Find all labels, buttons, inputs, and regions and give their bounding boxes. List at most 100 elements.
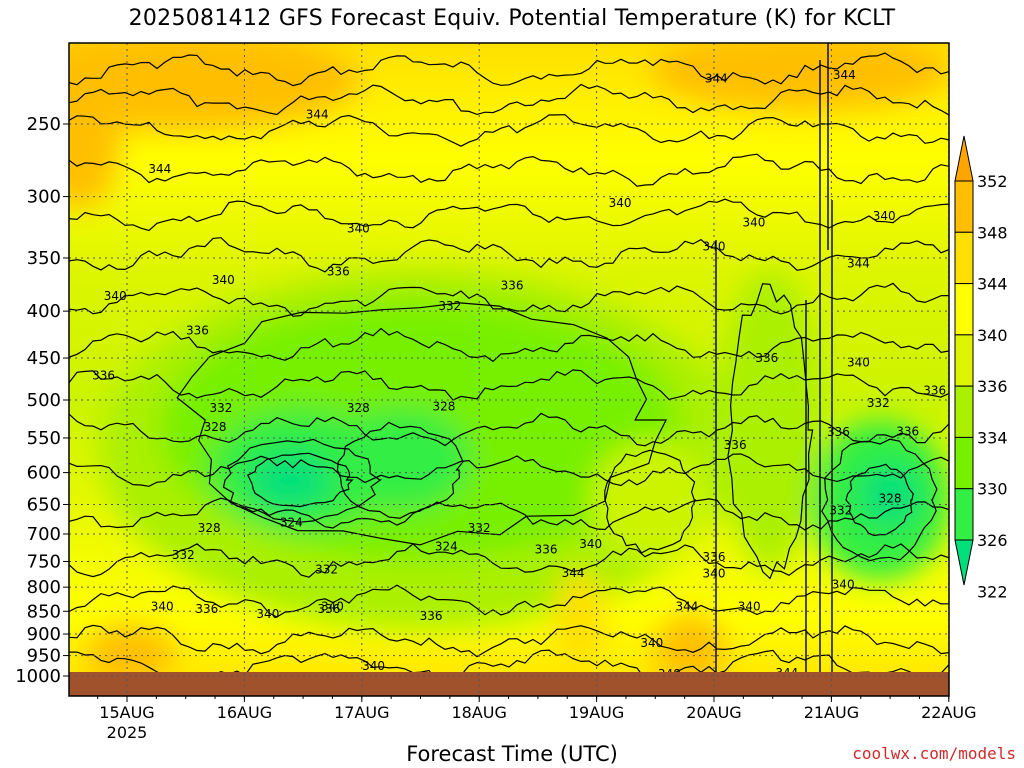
contour-line — [69, 282, 949, 317]
contour-label: 340 — [347, 221, 370, 235]
y-tick-label: 700 — [27, 524, 61, 545]
y-tick-label: 750 — [27, 551, 61, 572]
y-tick-label: 900 — [27, 624, 61, 645]
y-axis: 2503003504004505005506006507007508008509… — [15, 114, 69, 687]
contour-label: 340 — [609, 196, 632, 210]
contour-label: 336 — [703, 550, 726, 564]
contour-label: 344 — [705, 71, 728, 85]
y-tick-label: 600 — [27, 463, 61, 484]
credit-text: coolwx.com/models — [852, 744, 1016, 763]
contour-loop — [845, 463, 914, 537]
colorbar-cap-bottom — [954, 539, 974, 586]
contour-label: 336 — [501, 278, 524, 292]
x-tick-label: 21AUG — [804, 703, 859, 722]
contour-loop — [176, 302, 668, 546]
contour-label: 336 — [195, 602, 218, 616]
contour-label: 328 — [879, 491, 902, 505]
contour-label: 344 — [306, 107, 329, 121]
colorbar-swatch — [954, 488, 974, 541]
contour-label: 324 — [435, 539, 458, 553]
colorbar-swatch — [954, 231, 974, 285]
contour-label: 340 — [847, 355, 870, 369]
x-axis-label: Forecast Time (UTC) — [406, 742, 618, 766]
y-tick-label: 1000 — [15, 666, 61, 687]
y-tick-label: 250 — [27, 114, 61, 135]
contour-label: 344 — [676, 600, 699, 614]
contour-label: 332 — [172, 548, 195, 562]
x-tick-label: 16AUG — [217, 703, 272, 722]
contour-label: 340 — [873, 209, 896, 223]
x-tick-label: 15AUG — [99, 703, 154, 722]
x-tick-label: 22AUG — [921, 703, 976, 722]
contour-line — [69, 237, 949, 273]
contour-line — [69, 327, 949, 363]
contour-label: 344 — [148, 162, 171, 176]
contour-label: 332 — [438, 299, 461, 313]
y-tick-label: 850 — [27, 601, 61, 622]
contour-label: 332 — [315, 562, 338, 576]
contour-label: 340 — [212, 273, 235, 287]
contour-loop — [246, 452, 354, 508]
colorbar-label: 344 — [977, 275, 1008, 294]
colorbar-label: 322 — [977, 582, 1008, 601]
y-tick-label: 350 — [27, 248, 61, 269]
colorbar-swatch — [954, 283, 974, 336]
contour-loop — [727, 283, 814, 580]
contour-label: 344 — [847, 257, 870, 271]
y-tick-label: 500 — [27, 390, 61, 411]
contour-label: 328 — [433, 399, 456, 413]
colorbar-label: 334 — [977, 428, 1008, 447]
contour-label: 336 — [724, 438, 747, 452]
colorbar-label: 336 — [977, 377, 1008, 396]
x-tick-label: 18AUG — [451, 703, 506, 722]
contour-label: 344 — [833, 68, 856, 82]
contour-label: 340 — [151, 600, 174, 614]
contour-line — [69, 83, 949, 116]
colorbar-swatch — [954, 180, 974, 233]
y-tick-label: 800 — [27, 577, 61, 598]
contour-line — [69, 497, 949, 531]
contour-loop — [222, 438, 383, 523]
contour-label: 340 — [738, 600, 761, 614]
contour-label: 340 — [579, 537, 602, 551]
x-tick-label: 20AUG — [686, 703, 741, 722]
contour-loop — [336, 421, 464, 519]
contour-label: 340 — [832, 578, 855, 592]
contour-label: 344 — [562, 566, 585, 580]
heatmap-blobs — [69, 43, 949, 685]
contour-label: 328 — [198, 521, 221, 535]
contour-label: 332 — [829, 504, 852, 518]
contour-line — [69, 584, 949, 618]
contour-line — [69, 624, 949, 658]
contour-label: 340 — [321, 600, 344, 614]
contour-label: 340 — [104, 289, 127, 303]
y-tick-label: 300 — [27, 187, 61, 208]
contour-label: 328 — [347, 401, 370, 415]
chart-title: 2025081412 GFS Forecast Equiv. Potential… — [128, 6, 896, 31]
contour-line — [69, 198, 949, 232]
y-tick-label: 950 — [27, 646, 61, 667]
colorbar-label: 330 — [977, 480, 1008, 499]
y-tick-label: 550 — [27, 428, 61, 449]
contour-label: 336 — [420, 609, 443, 623]
colorbar-swatch — [954, 385, 974, 438]
contour-label: 336 — [896, 424, 919, 438]
contour-line — [69, 543, 949, 578]
contour-line — [69, 453, 949, 487]
contour-line — [69, 52, 949, 87]
contour-label: 340 — [640, 636, 663, 650]
contour-label: 340 — [703, 566, 726, 580]
contour-label: 336 — [535, 543, 558, 557]
y-tick-label: 450 — [27, 348, 61, 369]
colorbar: 352 348 344 340 336 334 330 326 322 — [954, 135, 1008, 601]
x-tick-label: 17AUG — [334, 703, 389, 722]
colorbar-swatch — [954, 334, 974, 387]
contour-label: 336 — [186, 324, 209, 338]
x-year-label: 2025 — [107, 723, 148, 742]
x-tick-label: 19AUG — [569, 703, 624, 722]
colorbar-label: 326 — [977, 531, 1008, 550]
colorbar-label: 340 — [977, 326, 1008, 345]
contour-line — [69, 412, 949, 447]
contour-line — [69, 114, 949, 147]
